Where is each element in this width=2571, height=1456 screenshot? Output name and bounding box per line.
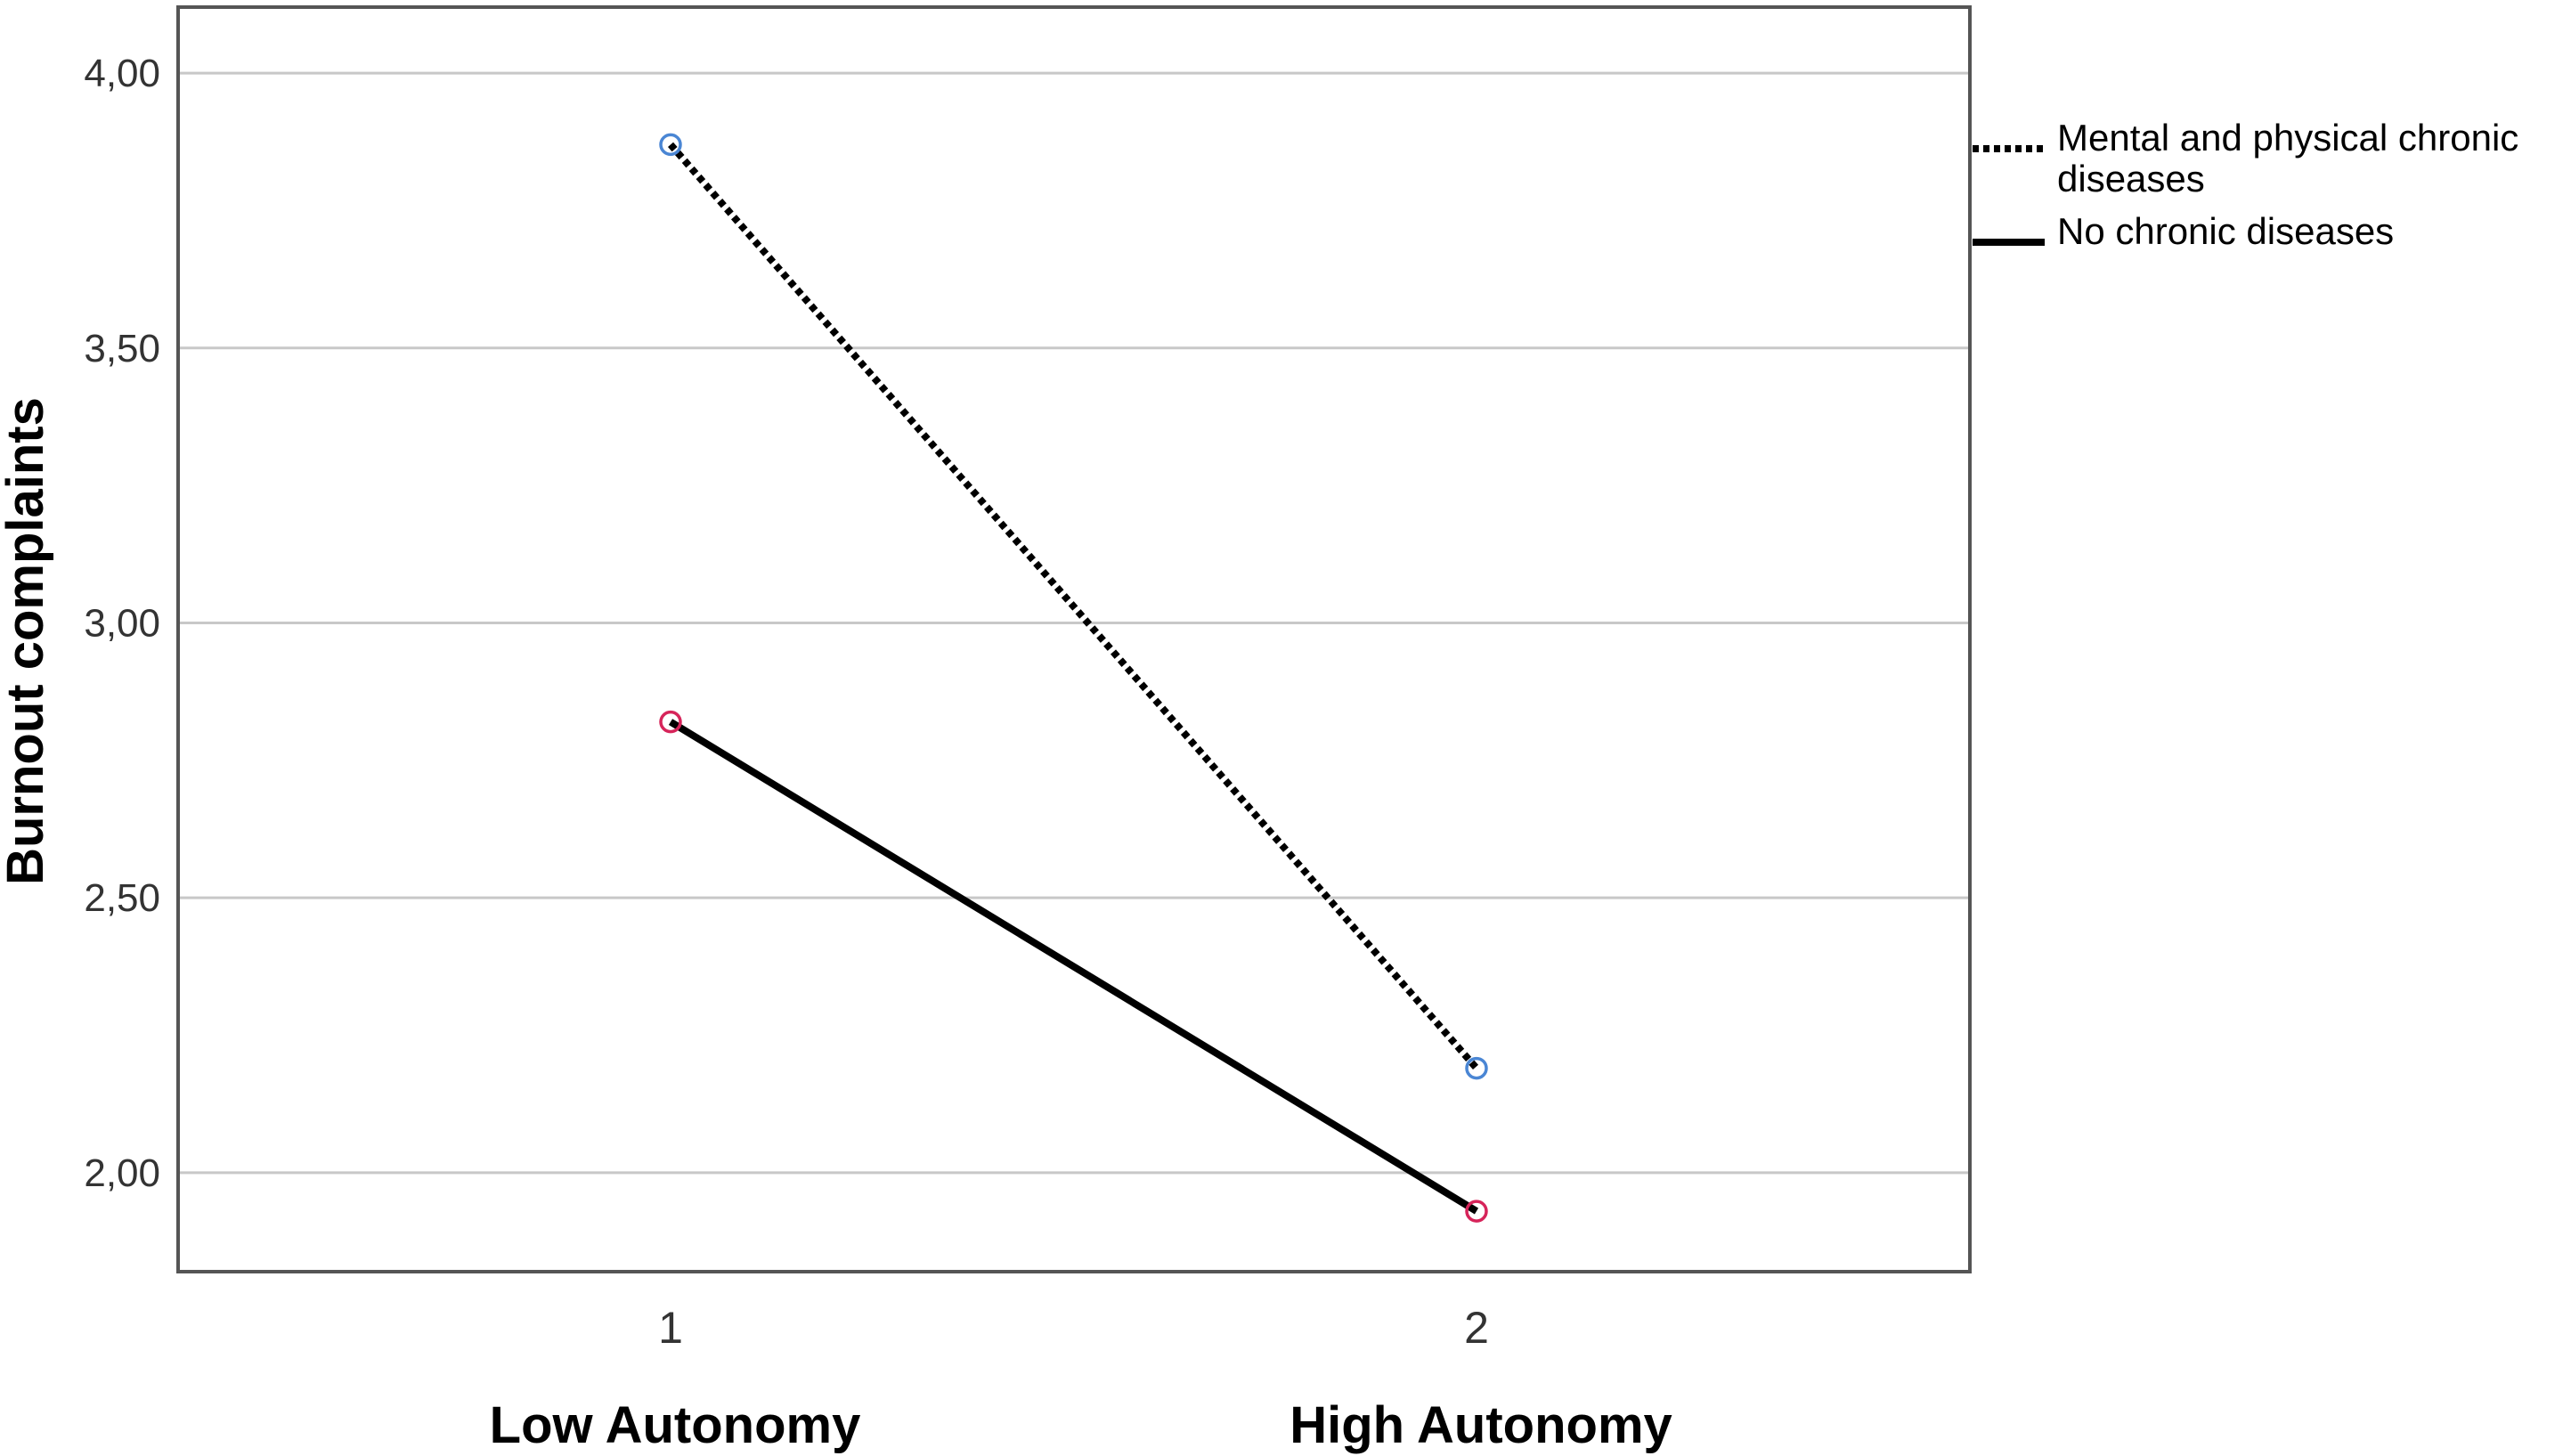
series-line	[668, 719, 1479, 1215]
legend-label-line: diseases	[2057, 158, 2205, 199]
legend-label-line: Mental and physical chronic	[2057, 117, 2518, 159]
y-tick-label: 4,00	[84, 52, 160, 95]
legend-label: No chronic diseases	[2057, 210, 2394, 252]
y-tick-label: 3,00	[84, 601, 160, 645]
x-tick-label: 1	[658, 1303, 683, 1353]
data-markers	[659, 133, 1488, 1223]
data-point-marker	[1465, 1200, 1488, 1223]
plot-frame	[176, 5, 1972, 1273]
x-group-label: High Autonomy	[1290, 1396, 1672, 1454]
legend: Mental and physical chronic diseases No ch…	[1973, 117, 2518, 252]
y-tick-label: 2,50	[84, 876, 160, 920]
x-group-labels: Low Autonomy High Autonomy	[490, 1396, 1672, 1454]
gridlines	[178, 71, 1970, 1175]
y-axis-title: Burnout complaints	[0, 397, 54, 885]
legend-label-line: No chronic diseases	[2057, 210, 2394, 252]
legend-label: Mental and physical chronic diseases	[2057, 117, 2518, 199]
x-group-label: Low Autonomy	[490, 1396, 861, 1454]
data-point-marker	[659, 133, 682, 157]
y-tick-labels: 2,00 2,50 3,00 3,50 4,00	[84, 52, 160, 1195]
data-point-marker	[659, 710, 682, 734]
series-lines	[667, 142, 1480, 1215]
series-line	[667, 142, 1480, 1071]
data-point-marker	[1465, 1056, 1488, 1080]
x-tick-label: 2	[1464, 1303, 1489, 1353]
y-tick-label: 3,50	[84, 327, 160, 370]
y-tick-label: 2,00	[84, 1151, 160, 1195]
